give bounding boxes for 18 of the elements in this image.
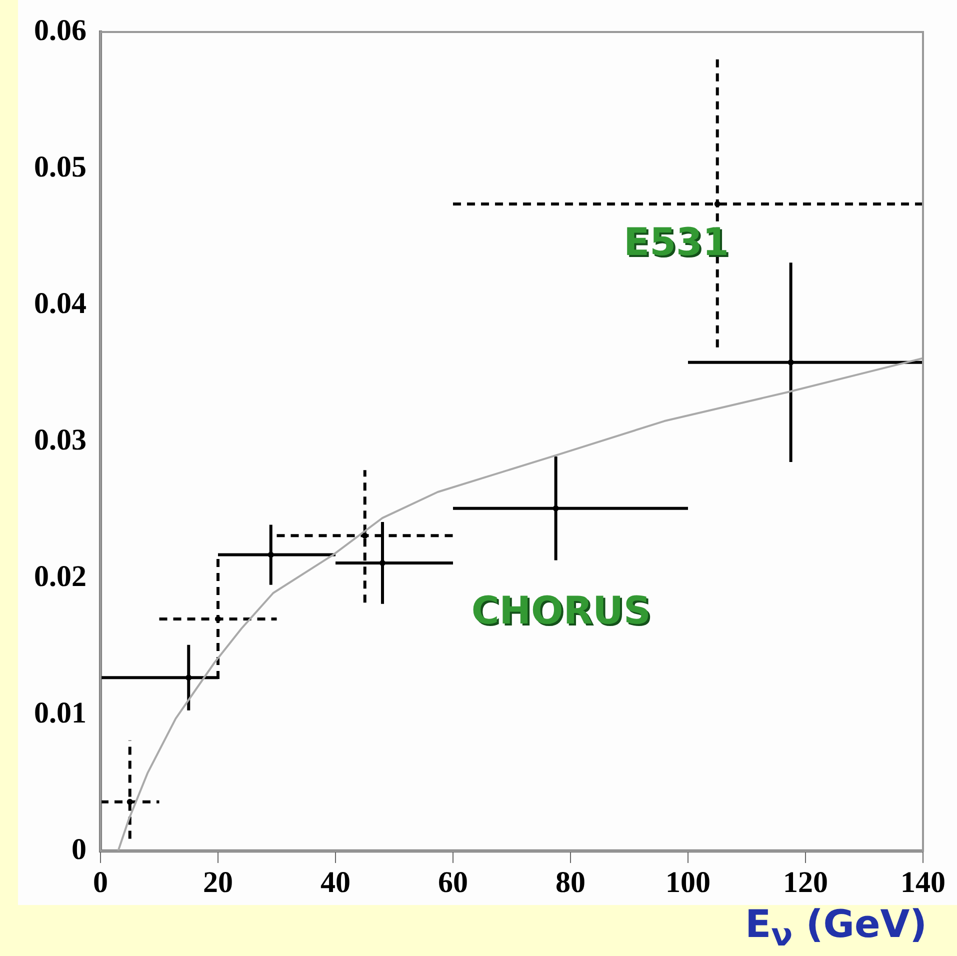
annotation: CHORUS [473,590,653,634]
y-tick-label: 0.01 [34,696,86,730]
x-tick-label: 60 [438,866,468,899]
y-tick-label: 0.06 [34,14,86,47]
x-axis-title: E$_{ν}$ (GeV) [745,902,927,954]
x-tick-label: 140 [900,866,946,899]
y-tick-label: 0.05 [34,150,86,184]
x-tick-label: 80 [556,866,586,899]
x-tick-label: 100 [666,866,710,899]
y-tick-label: 0.04 [34,286,86,320]
x-tick-label: 0 [93,866,108,899]
x-tick-label: 40 [320,866,350,899]
x-tick-label: 120 [783,866,828,899]
x-tick-label: 20 [203,866,233,899]
y-tick-label: 0 [72,832,86,866]
annotation: E531 [626,222,731,266]
y-tick-label: 0.02 [34,560,86,593]
y-tick-label: 0.03 [34,423,86,456]
